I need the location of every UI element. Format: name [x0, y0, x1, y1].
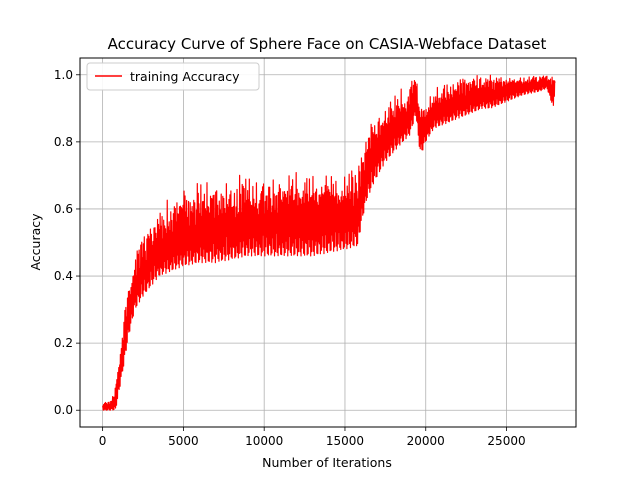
legend: training Accuracy: [86, 62, 260, 91]
x-tick-label: 10000: [245, 434, 283, 448]
x-tick-label: 20000: [407, 434, 445, 448]
y-tick-label: 0.4: [54, 269, 73, 283]
chart-title: Accuracy Curve of Sphere Face on CASIA-W…: [108, 35, 547, 53]
x-tick-label: 0: [99, 434, 107, 448]
y-axis-label: Accuracy: [28, 213, 43, 271]
x-tick-label: 5000: [168, 434, 199, 448]
series-line-training-accuracy: [102, 74, 556, 411]
legend-box: [86, 62, 260, 91]
y-tick-label: 0.0: [54, 403, 73, 417]
x-tick-label: 25000: [487, 434, 525, 448]
y-axis-ticks: 0.0 0.2 0.4 0.6 0.8 1.0: [54, 68, 80, 417]
plot-frame: [79, 57, 577, 428]
y-tick-label: 0.6: [54, 202, 73, 216]
legend-label-training-accuracy: training Accuracy: [130, 69, 240, 84]
y-tick-label: 0.8: [54, 135, 73, 149]
y-tick-label: 1.0: [54, 68, 73, 82]
series-layer: [102, 74, 556, 411]
x-tick-label: 15000: [326, 434, 364, 448]
x-axis-ticks: 0 5000 10000 15000 20000 25000: [99, 427, 526, 448]
y-tick-label: 0.2: [54, 336, 73, 350]
x-axis-label: Number of Iterations: [262, 455, 392, 470]
